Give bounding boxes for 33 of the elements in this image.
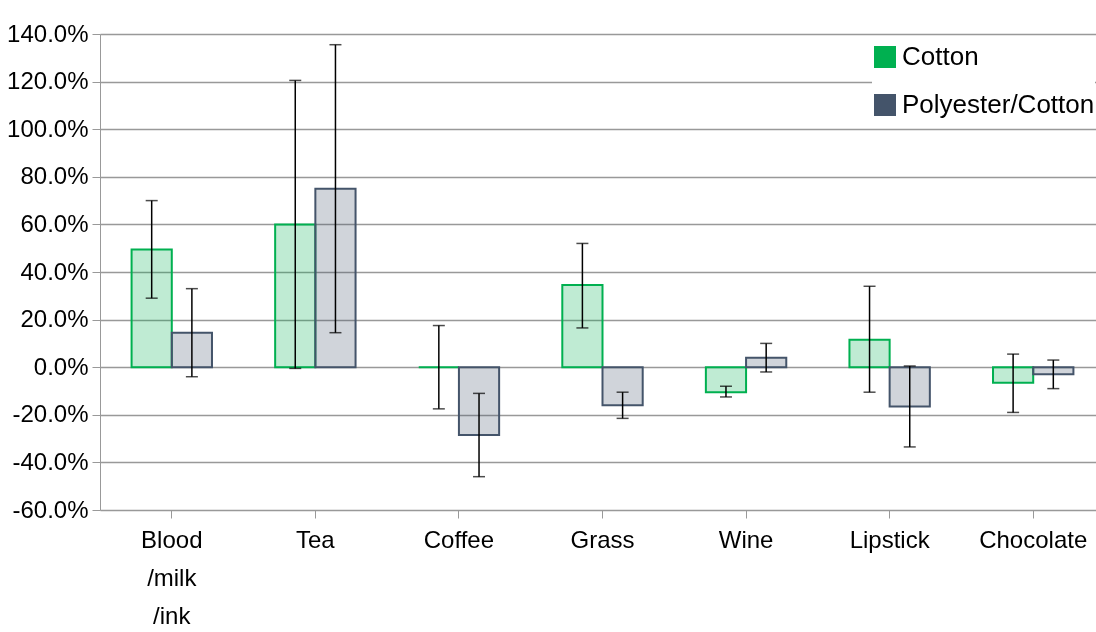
y-tick-label: 100.0% <box>7 114 89 142</box>
bar <box>130 248 173 369</box>
bar <box>704 366 748 394</box>
y-tick-label: 60.0% <box>20 209 89 237</box>
x-tick-label: Wine <box>718 525 774 553</box>
x-tick-label: Grass <box>570 525 635 553</box>
bar <box>457 366 501 437</box>
y-tick-label: 20.0% <box>20 305 89 333</box>
bar <box>170 331 213 369</box>
bar <box>561 284 604 369</box>
bar <box>888 366 931 408</box>
x-tick-label: Tea <box>296 525 336 553</box>
x-tick-label: Blood/milk/ink <box>141 525 203 629</box>
y-tick-label: 40.0% <box>20 257 89 285</box>
bar <box>601 366 644 407</box>
y-tick-label: -40.0% <box>12 447 89 475</box>
bar <box>1032 366 1075 376</box>
x-tick-label: Coffee <box>423 525 495 553</box>
bar <box>274 223 317 369</box>
y-tick-label: 120.0% <box>7 67 89 95</box>
y-tick-label: 140.0% <box>7 19 89 47</box>
bar <box>848 338 891 369</box>
y-tick-label: 0.0% <box>33 352 89 380</box>
legend-label: Polyester/Cotton <box>902 89 1095 119</box>
x-tick-label: Chocolate <box>979 525 1088 553</box>
y-tick-label: 80.0% <box>20 162 89 190</box>
bar <box>745 356 788 369</box>
y-tick-label: -20.0% <box>12 400 89 428</box>
x-tick-label: Lipstick <box>849 525 931 553</box>
y-tick-label: -60.0% <box>12 495 89 523</box>
bar <box>314 187 357 369</box>
bar <box>992 366 1035 384</box>
legend-label: Cotton <box>902 41 979 71</box>
